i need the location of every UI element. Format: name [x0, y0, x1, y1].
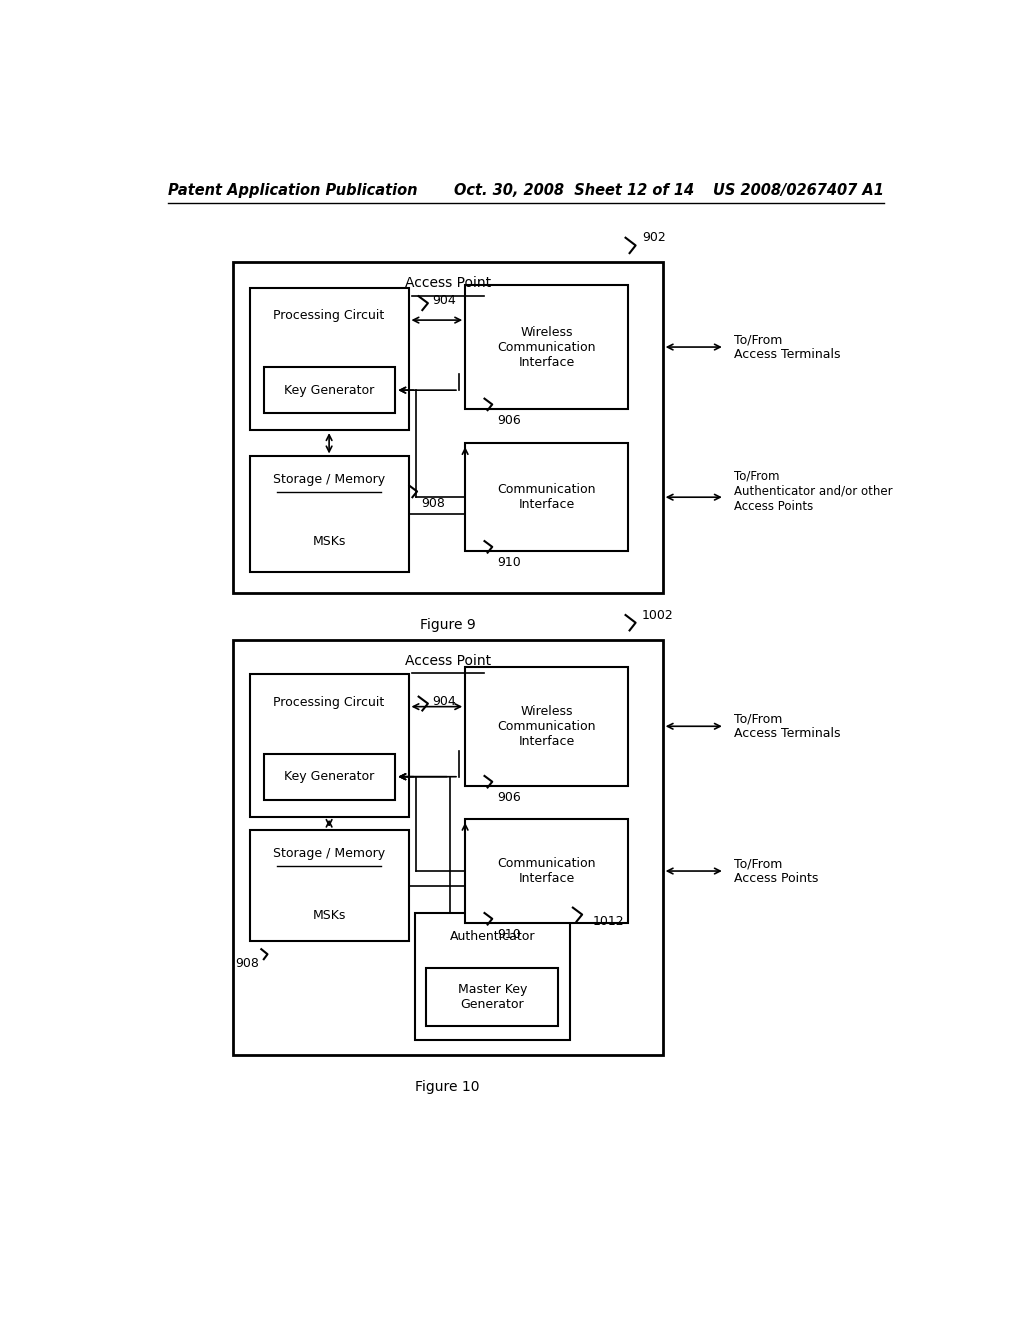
Text: Key Generator: Key Generator	[285, 770, 375, 783]
Text: Key Generator: Key Generator	[285, 384, 375, 397]
Bar	[426, 969, 558, 1026]
Bar	[232, 640, 663, 1056]
Text: US 2008/0267407 A1: US 2008/0267407 A1	[713, 183, 884, 198]
Text: 908: 908	[234, 957, 259, 970]
Bar	[250, 288, 409, 430]
Text: 908: 908	[422, 496, 445, 510]
Bar	[263, 754, 395, 800]
Text: Storage / Memory: Storage / Memory	[273, 847, 385, 859]
Bar	[465, 667, 628, 785]
Bar	[232, 263, 663, 594]
Text: Figure 10: Figure 10	[416, 1080, 480, 1094]
Bar	[465, 444, 628, 552]
Bar	[415, 913, 569, 1040]
Text: 906: 906	[497, 791, 520, 804]
Text: Master Key
Generator: Master Key Generator	[458, 983, 527, 1011]
Text: To/From
Authenticator and/or other
Access Points: To/From Authenticator and/or other Acces…	[734, 470, 893, 512]
Bar	[465, 285, 628, 409]
Text: Authenticator: Authenticator	[450, 929, 535, 942]
Text: Communication
Interface: Communication Interface	[498, 857, 596, 884]
Text: 906: 906	[497, 413, 520, 426]
Bar	[465, 818, 628, 923]
Text: To/From
Access Terminals: To/From Access Terminals	[734, 713, 841, 741]
Text: MSKs: MSKs	[312, 909, 346, 923]
Text: Storage / Memory: Storage / Memory	[273, 474, 385, 486]
Text: To/From
Access Terminals: To/From Access Terminals	[734, 333, 841, 362]
Text: Access Point: Access Point	[404, 276, 490, 290]
Text: 1002: 1002	[642, 609, 674, 622]
Text: 910: 910	[497, 928, 520, 941]
Text: 902: 902	[642, 231, 666, 244]
Text: To/From
Access Points: To/From Access Points	[734, 857, 818, 884]
Text: Wireless
Communication
Interface: Wireless Communication Interface	[498, 326, 596, 368]
Text: Oct. 30, 2008  Sheet 12 of 14: Oct. 30, 2008 Sheet 12 of 14	[454, 183, 693, 198]
Text: 904: 904	[432, 294, 457, 308]
Bar	[250, 830, 409, 941]
Text: 910: 910	[497, 556, 520, 569]
Text: Access Point: Access Point	[404, 653, 490, 668]
Text: 1012: 1012	[593, 915, 625, 928]
Text: Figure 9: Figure 9	[420, 618, 475, 632]
Bar	[250, 675, 409, 817]
Text: Processing Circuit: Processing Circuit	[273, 696, 385, 709]
Text: Communication
Interface: Communication Interface	[498, 483, 596, 511]
Bar	[263, 367, 395, 413]
Text: Wireless
Communication
Interface: Wireless Communication Interface	[498, 705, 596, 747]
Text: 904: 904	[432, 694, 457, 708]
Bar	[250, 457, 409, 572]
Text: Processing Circuit: Processing Circuit	[273, 309, 385, 322]
Text: MSKs: MSKs	[312, 535, 346, 548]
Text: Patent Application Publication: Patent Application Publication	[168, 183, 418, 198]
